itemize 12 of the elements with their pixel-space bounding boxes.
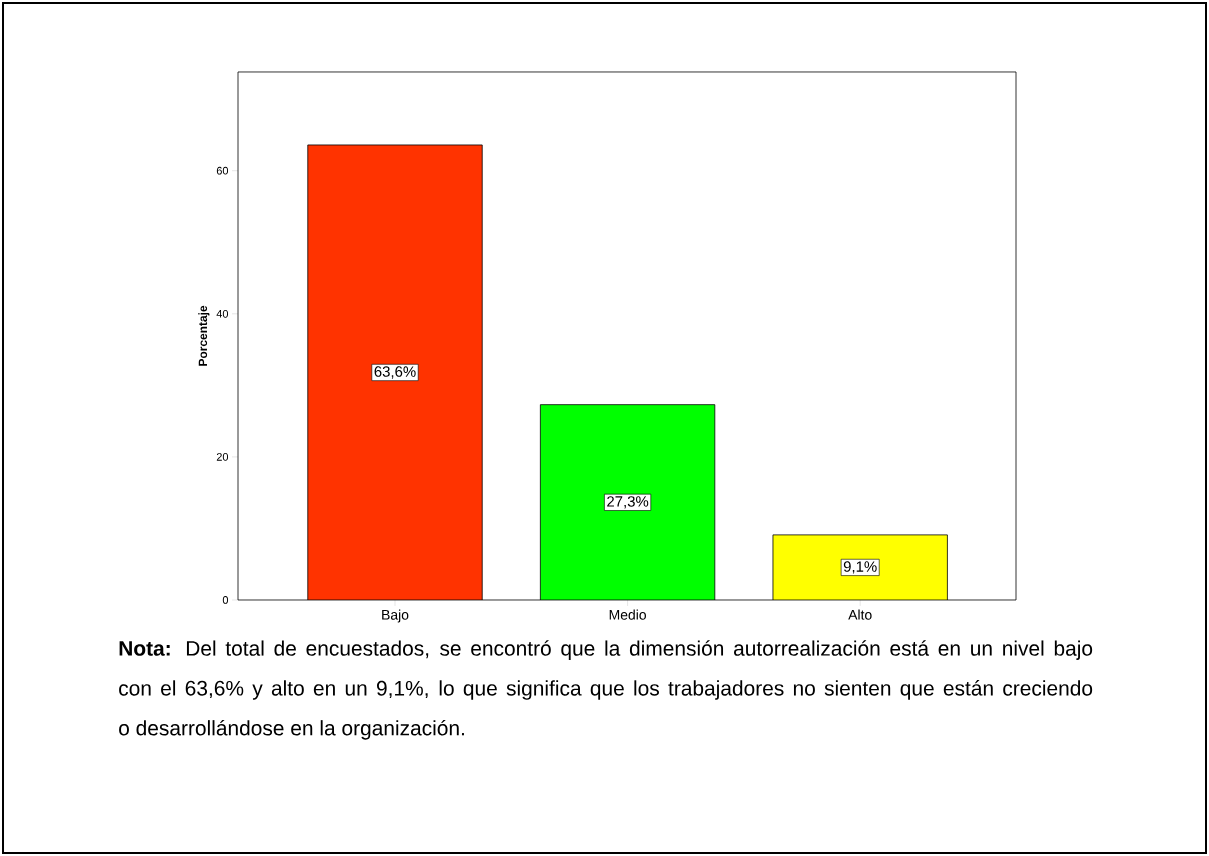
data-label: 27,3% — [607, 496, 649, 509]
y-tick-label: 60 — [216, 166, 229, 175]
y-tick-label: 40 — [216, 309, 229, 318]
y-tick-label: 0 — [222, 596, 229, 604]
y-tick-label: 20 — [216, 453, 229, 461]
x-tick-label: Medio — [609, 609, 646, 620]
y-axis-title: Porcentaje — [198, 305, 210, 366]
data-label: 63,6% — [374, 366, 416, 379]
text: Nota: Del total de encuestados, se encontró que la dimensión autorrealización está en un nivel bajo con el 63,6% y alto en un 9,1%, lo que significa que los trabajadores no sienten que están creciendo o desarrollándose en la organización. — [119, 640, 1093, 740]
x-tick-label: Alto — [848, 609, 872, 620]
x-tick-label: Bajo — [382, 609, 409, 623]
data-label: 9,1% — [843, 561, 877, 574]
